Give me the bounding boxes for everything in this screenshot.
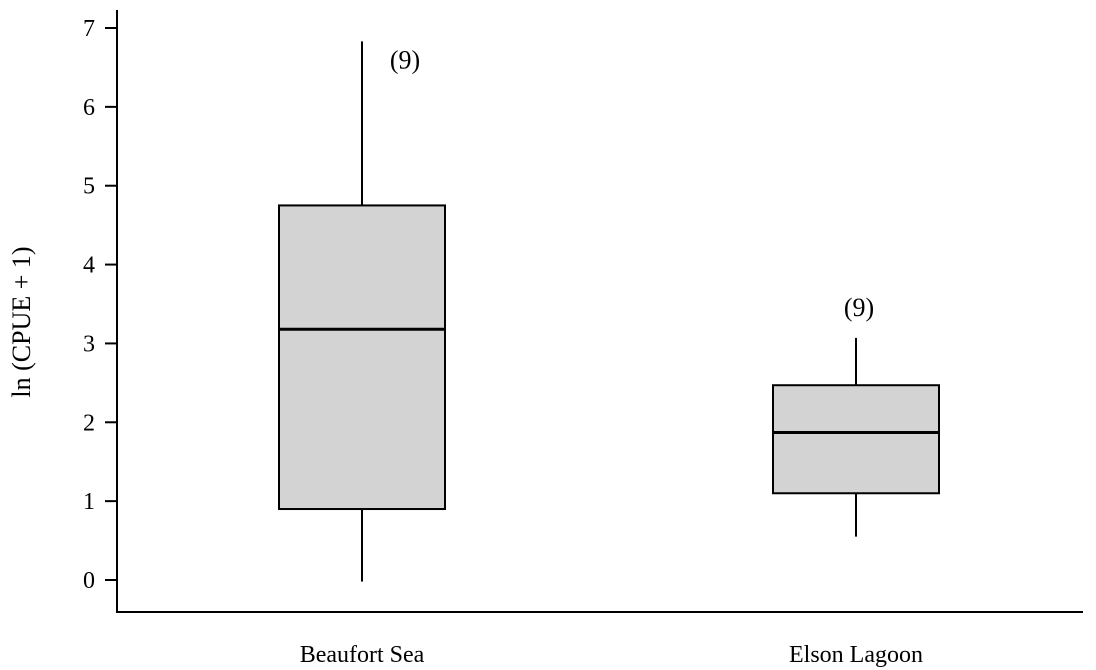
x-category-label: Beaufort Sea (300, 642, 425, 668)
y-tick-label: 0 (83, 568, 95, 594)
box-2: (9) (772, 293, 940, 537)
sample-size-label: (9) (390, 45, 420, 74)
y-tick-label: 2 (83, 410, 95, 436)
box-1: (9) (278, 41, 446, 582)
y-tick-label: 1 (83, 489, 95, 515)
x-axis-categories: Beaufort Sea Elson Lagoon (300, 642, 923, 668)
sample-size-label: (9) (844, 293, 874, 322)
y-axis-ticks: 0 1 2 3 4 5 6 7 (83, 16, 117, 594)
y-tick-label: 7 (83, 16, 95, 42)
y-tick-label: 4 (83, 253, 95, 279)
x-category-label: Elson Lagoon (789, 642, 923, 668)
y-tick-label: 5 (83, 174, 95, 200)
y-tick-label: 6 (83, 95, 95, 121)
box-iqr (772, 384, 940, 495)
boxes: (9) (9) (278, 41, 940, 582)
box-iqr (278, 204, 446, 511)
y-axis-title: ln (CPUE + 1) (7, 246, 36, 397)
axes (116, 10, 1083, 613)
y-tick-label: 3 (83, 331, 95, 357)
